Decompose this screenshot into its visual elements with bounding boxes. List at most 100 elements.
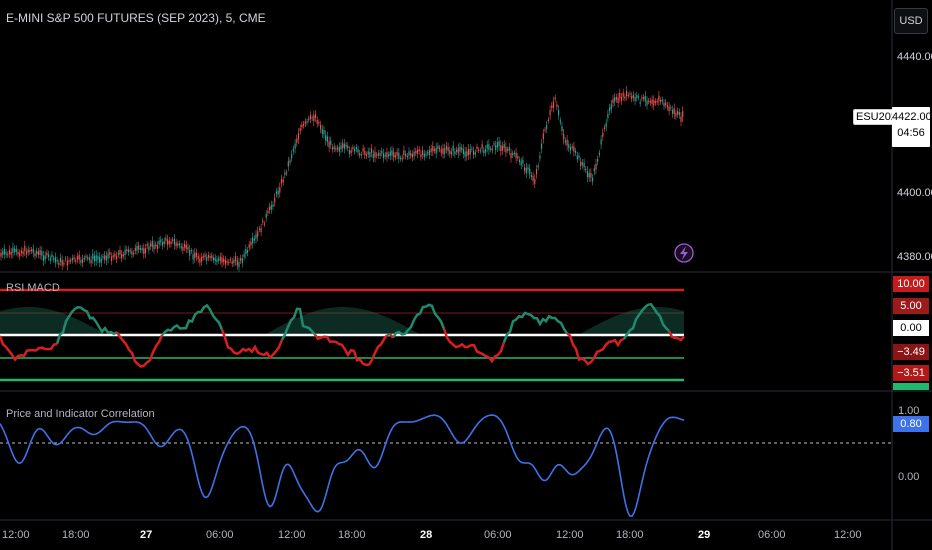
candle-body	[386, 152, 388, 158]
candle-body	[495, 145, 497, 151]
symbol-title[interactable]: E-MINI S&P 500 FUTURES (SEP 2023), 5, CM…	[6, 11, 266, 25]
candle-body	[682, 111, 684, 118]
candle-body	[646, 100, 648, 106]
time-axis-label: 12:00	[556, 529, 584, 541]
candle-body	[263, 223, 266, 225]
candle-body	[95, 255, 97, 262]
candle-body	[12, 247, 14, 253]
candle-body	[269, 206, 271, 211]
candle-body	[636, 95, 638, 98]
candle-body	[68, 260, 70, 262]
candle-body	[411, 154, 413, 158]
candle-body	[211, 255, 213, 259]
time-axis-label: 18:00	[62, 529, 90, 541]
candle-body	[348, 150, 351, 154]
candle-body	[236, 260, 238, 266]
lightning-icon[interactable]	[674, 243, 694, 263]
candle-body	[297, 133, 300, 140]
candle-body	[649, 100, 651, 103]
candle-body	[539, 155, 541, 159]
candle-body	[371, 148, 373, 154]
candle-body	[100, 258, 102, 263]
bar-countdown: 04:56	[897, 127, 925, 139]
candle-body	[525, 167, 527, 174]
candle-body	[423, 153, 425, 157]
time-axis-label: 12:00	[278, 529, 306, 541]
candle-body	[542, 133, 544, 140]
candle-body	[233, 259, 235, 263]
candle-body	[131, 251, 133, 255]
candle-body	[622, 92, 624, 97]
candle-body	[486, 144, 488, 149]
candle-body	[274, 197, 276, 203]
rsi-macd-indicator	[0, 288, 684, 382]
candle-body	[546, 124, 548, 129]
candle-body	[202, 255, 204, 258]
candle-body	[376, 154, 378, 156]
candle-body	[286, 172, 288, 174]
candle-body	[272, 204, 274, 207]
time-axis-label: 18:00	[616, 529, 644, 541]
candle-body	[306, 121, 308, 123]
candle-body	[110, 256, 113, 261]
candle-body	[93, 255, 96, 262]
candle-body	[416, 149, 419, 154]
candle-body	[321, 129, 323, 134]
candle-body	[218, 258, 220, 261]
candle-body	[561, 126, 563, 131]
candle-body	[547, 119, 549, 122]
time-axis-label: 06:00	[484, 529, 512, 541]
price-axis-label: 4440.00	[897, 51, 932, 63]
candle-body	[359, 153, 361, 156]
candle-body	[5, 252, 7, 255]
candle-body	[229, 259, 232, 261]
candle-body	[377, 152, 379, 156]
candle-body	[65, 258, 67, 260]
candle-body	[673, 108, 675, 115]
candle-body	[564, 140, 566, 143]
candle-body	[206, 257, 208, 261]
candle-body	[112, 255, 114, 258]
candle-body	[508, 147, 510, 152]
candle-body	[163, 241, 165, 245]
candle-body	[282, 179, 284, 183]
candle-body	[199, 258, 201, 263]
candle-body	[156, 244, 158, 249]
candle-body	[569, 147, 572, 151]
candle-body	[535, 169, 538, 175]
candle-body	[456, 149, 458, 152]
candle-body	[490, 148, 492, 150]
time-axis-label: 28	[420, 529, 433, 541]
candle-body	[177, 243, 179, 246]
correlation-title[interactable]: Price and Indicator Correlation	[6, 408, 155, 420]
candle-body	[474, 152, 476, 155]
candle-body	[63, 262, 65, 265]
currency-button[interactable]: USD	[894, 8, 928, 34]
candle-body	[449, 150, 451, 154]
candle-body	[512, 153, 514, 156]
candle-body	[197, 256, 199, 260]
candle-body	[150, 243, 152, 247]
candle-body	[158, 240, 160, 245]
candle-body	[8, 249, 11, 255]
candle-body	[168, 240, 170, 245]
candle-body	[73, 257, 75, 260]
symbol-tag: ESU2023	[853, 109, 903, 125]
candle-body	[66, 260, 68, 266]
candle-body	[257, 231, 259, 237]
candle-body	[507, 149, 509, 151]
candle-body	[99, 256, 101, 263]
candle-body	[432, 146, 434, 152]
candle-body	[292, 148, 294, 152]
candle-body	[19, 253, 21, 257]
candle-body	[121, 254, 123, 259]
candle-body	[520, 161, 522, 166]
candle-body	[7, 253, 9, 256]
candle-body	[405, 153, 407, 157]
rsi-macd-title[interactable]: RSI MACD	[6, 282, 60, 294]
candle-body	[462, 148, 464, 154]
candle-body	[537, 165, 539, 168]
candle-body	[566, 139, 568, 146]
candle-body	[552, 101, 555, 108]
